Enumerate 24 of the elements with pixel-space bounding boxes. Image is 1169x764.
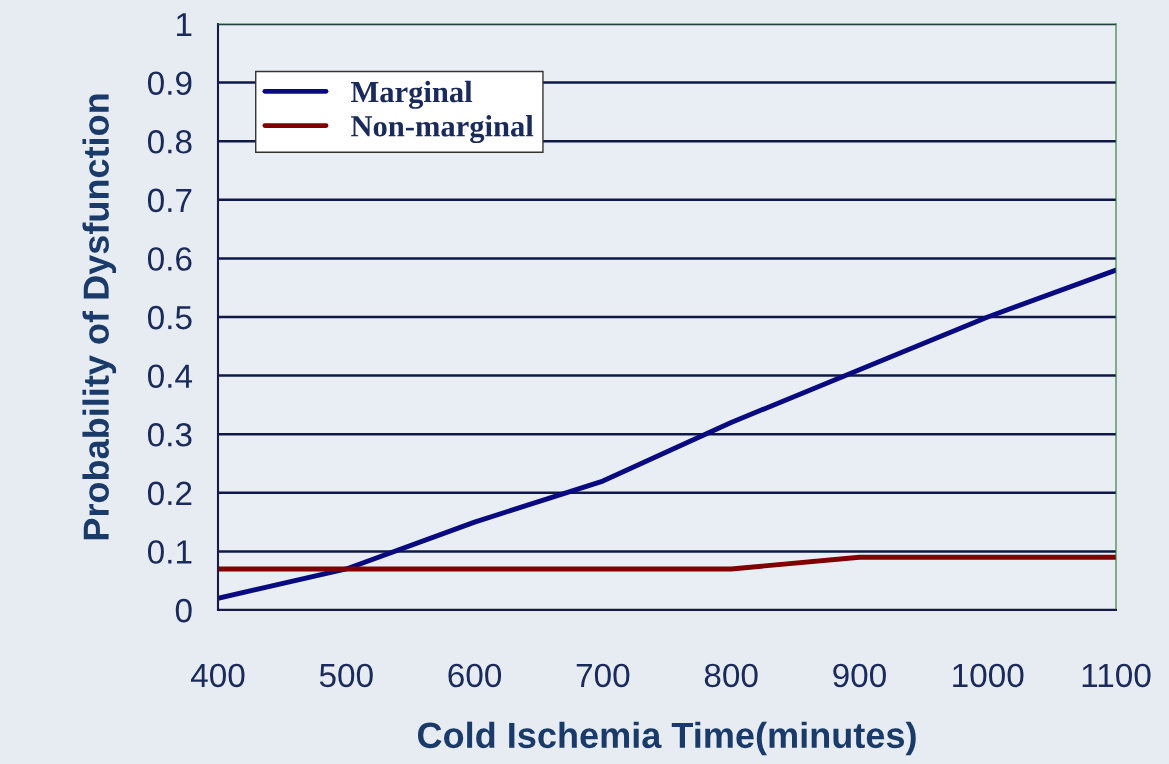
legend-label: Non-marginal [351,115,534,144]
y-axis-title: Probability of Dysfunction [82,94,117,540]
x-tick-label: 1000 [953,663,1024,688]
y-tick-label: 0.7 [147,188,192,213]
x-axis-title: Cold Ischemia Time(minutes) [417,721,916,756]
y-tick-label: 0.9 [147,71,192,96]
x-tick-label: 900 [833,663,886,688]
y-tick-label: 0.8 [147,130,192,154]
y-tick-label: 0.1 [147,540,192,564]
x-tick-label: 400 [190,663,245,688]
y-tick-label: 0.6 [147,247,192,271]
x-tick-label: 1100 [1082,663,1151,688]
x-tick-label: 500 [319,663,373,688]
x-tick-label: 600 [448,663,502,688]
y-tick-label: 1 [177,13,192,37]
y-tick-label: 0.4 [147,364,193,389]
x-tick-label: 700 [576,663,630,688]
y-tick-label: 0.5 [147,305,192,330]
x-tick-label: 800 [704,663,758,688]
legend-label: Marginal [350,80,473,109]
y-tick-label: 0.3 [147,423,192,447]
y-tick-label: 0 [175,598,192,623]
line-series [218,267,1116,601]
y-tick-label: 0.2 [147,481,192,506]
